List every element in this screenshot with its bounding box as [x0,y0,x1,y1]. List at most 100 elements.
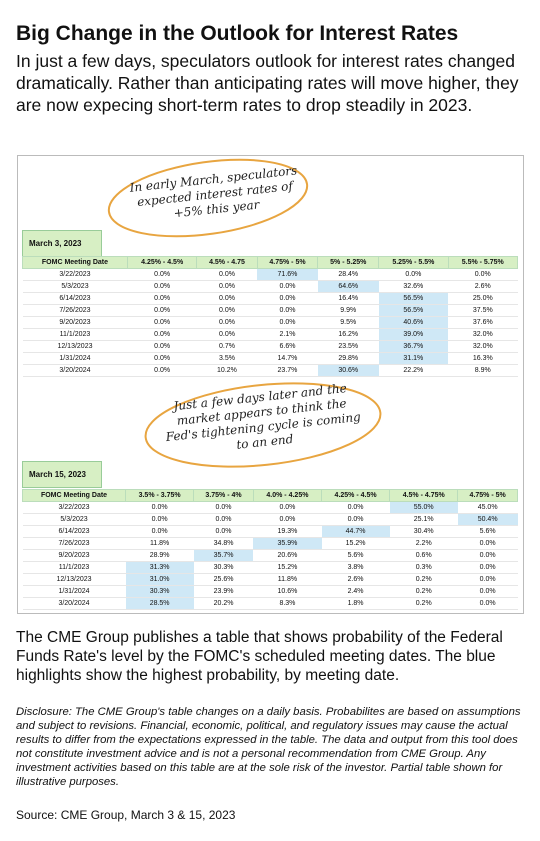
cell: 0.0% [257,280,318,293]
cell: 36.7% [378,340,449,353]
cell: 0.0% [253,501,322,514]
cell: 8.9% [448,364,518,377]
title: Big Change in the Outlook for Interest R… [16,22,459,45]
table-row: 11/1/2023 31.3% 30.3% 15.2% 3.8% 0.3% 0.0% [22,561,518,574]
cell: 28.4% [317,268,379,281]
cell: 0.0% [457,585,518,598]
column-header: 4.25% - 4.5% [320,489,391,502]
header-row: FOMC Meeting Date 3.5% - 3.75% 3.75% - 4% 4… [21,489,518,502]
cell: 32.0% [448,340,518,353]
table-row: 6/14/2023 0.0% 0.0% 19.3% 44.7% 30.4% 5.6% [22,525,518,538]
table-row: 1/31/2024 30.3% 23.9% 10.6% 2.4% 0.2% 0.0% [22,585,518,598]
cell: 0.0% [127,340,197,353]
cell: 25.1% [389,513,458,526]
column-header: 5% - 5.25% [317,256,380,269]
cell: 1/31/2024 [22,352,128,365]
cell: 0.0% [127,364,197,377]
column-header: 4.75% - 5% [256,256,319,269]
cell: 0.0% [193,525,254,538]
cell: 0.0% [127,352,197,365]
cell: 6.6% [257,340,318,353]
cell: 44.7% [321,525,390,538]
column-header: 3.5% - 3.75% [125,489,195,502]
cell: 5/3/2023 [22,513,126,526]
table-row: 3/22/2023 0.0% 0.0% 0.0% 0.0% 55.0% 45.0% [22,501,518,514]
cell: 0.0% [196,328,258,341]
probability-table: FOMC Meeting Date 3.5% - 3.75% 3.75% - 4% 4… [21,489,518,610]
cell: 31.3% [125,561,194,574]
cell: 0.0% [193,501,254,514]
cell: 23.9% [193,585,254,598]
cell: 39.0% [378,328,449,341]
cell: 0.0% [125,501,194,514]
annotation-outline [144,382,382,468]
cell: 9/20/2023 [22,549,126,562]
cell: 15.2% [321,537,390,550]
cell: 56.5% [378,292,449,305]
table-row: 5/3/2023 0.0% 0.0% 0.0% 0.0% 25.1% 50.4% [22,513,518,526]
source: Source: CME Group, March 3 & 15, 2023 [16,808,236,822]
cell: 6/14/2023 [22,525,126,538]
cell: 64.6% [317,280,379,293]
cell: 0.0% [321,513,390,526]
header-row: FOMC Meeting Date 4.25% - 4.5% 4.5% - 4.75… [22,256,519,269]
cell: 20.6% [253,549,322,562]
cell: 15.2% [253,561,322,574]
cell: 12/13/2023 [22,340,128,353]
table-row: 3/20/2024 0.0% 10.2% 23.7% 30.6% 22.2% 8.9% [22,364,518,377]
cell: 0.0% [193,513,254,526]
cell: 0.2% [389,573,458,586]
cell: 0.7% [196,340,258,353]
cell: 0.0% [127,292,197,305]
cell: 10.6% [253,585,322,598]
table-row: 9/20/2023 28.9% 35.7% 20.6% 5.6% 0.6% 0.0% [22,549,518,562]
cell: 0.0% [448,268,518,281]
cell: 2.6% [448,280,518,293]
disclosure: Disclosure: The CME Group's table change… [16,706,521,788]
cell: 9.5% [317,316,379,329]
cell: 71.6% [257,268,318,281]
cell: 56.5% [378,304,449,317]
cell: 19.3% [253,525,322,538]
cell: 5.6% [457,525,518,538]
cell: 11.8% [125,537,194,550]
cell: 0.0% [125,525,194,538]
cell: 8.3% [253,597,322,610]
body-text: The CME Group publishes a table that sho… [16,629,503,684]
cell: 0.0% [196,292,258,305]
cell: 0.0% [457,549,518,562]
table-row: 1/31/2024 0.0% 3.5% 14.7% 29.8% 31.1% 16.3% [22,352,518,365]
cell: 37.5% [448,304,518,317]
cell: 7/26/2023 [22,304,128,317]
table-row: 6/14/2023 0.0% 0.0% 0.0% 16.4% 56.5% 25.0% [22,292,518,305]
cell: 0.0% [127,304,197,317]
cell: 9/20/2023 [22,316,128,329]
intro: In just a few days, speculators outlook … [16,51,519,115]
cell: 22.2% [378,364,449,377]
cell: 23.5% [317,340,379,353]
table-label: March 15, 2023 [22,461,102,488]
cell: 0.0% [196,268,258,281]
cell: 0.0% [127,316,197,329]
cell: 25.6% [193,573,254,586]
cell: 2.2% [389,537,458,550]
cell: 10.2% [196,364,258,377]
table-row: 7/26/2023 0.0% 0.0% 0.0% 9.9% 56.5% 37.5% [22,304,518,317]
cell: 30.3% [125,585,194,598]
cell: 5.6% [321,549,390,562]
cell: 0.2% [389,585,458,598]
cell: 55.0% [389,501,458,514]
cell: 9.9% [317,304,379,317]
column-header: 5.5% - 5.75% [447,256,519,269]
cell: 37.6% [448,316,518,329]
column-header: 4.5% - 4.75 [196,256,258,269]
cell: 3/22/2023 [22,268,128,281]
cell: 25.0% [448,292,518,305]
cell: 5/3/2023 [22,280,128,293]
cell: 32.6% [378,280,449,293]
cell: 2.6% [321,573,390,586]
cell: 0.0% [127,268,197,281]
cell: 45.0% [457,501,518,514]
cell: 0.6% [389,549,458,562]
